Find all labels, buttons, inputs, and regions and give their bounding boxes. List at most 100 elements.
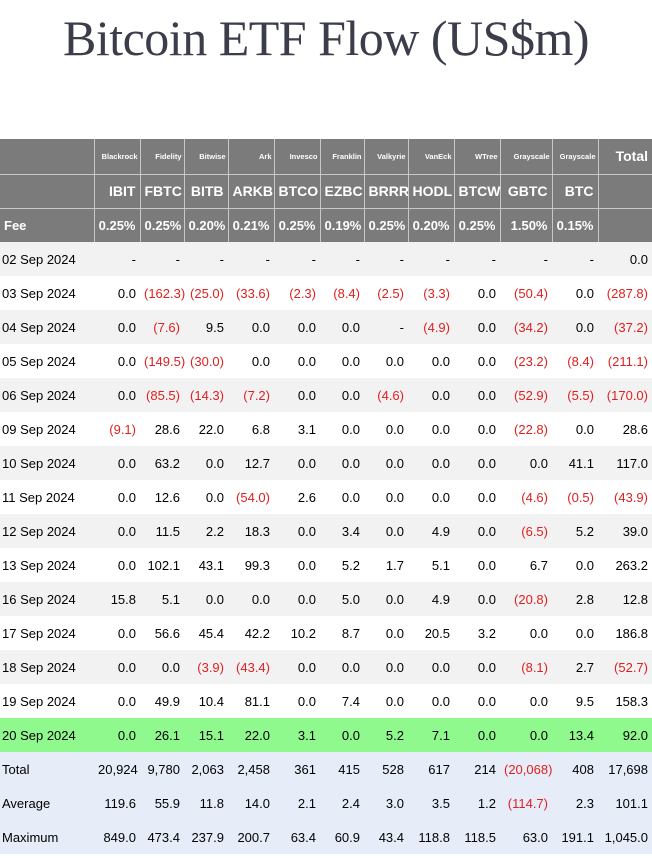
date-cell: 10 Sep 2024 [0, 446, 94, 480]
flow-cell: 0.0 [454, 344, 500, 378]
flow-cell: - [94, 242, 140, 276]
fee-header-row: Fee 0.25% 0.25% 0.20% 0.21% 0.25% 0.19% 0.25% 0.… [0, 207, 652, 242]
flow-cell: - [274, 242, 320, 276]
flow-cell: - [454, 242, 500, 276]
flow-cell: 6.8 [228, 412, 274, 446]
fee-value: 0.25% [454, 207, 501, 242]
flow-cell: 0.0 [364, 650, 408, 684]
flow-cell: (7.6) [140, 310, 184, 344]
flow-cell: 0.0 [408, 412, 454, 446]
fee-value: 0.25% [274, 207, 321, 242]
table-row: 04 Sep 2024 0.0 (7.6) 9.5 0.0 0.0 0.0- (4.9) 0.0… [0, 310, 652, 344]
summary-cell: 101.1 [598, 786, 652, 820]
total-cell: (287.8) [598, 276, 652, 310]
date-cell: 13 Sep 2024 [0, 548, 94, 582]
flow-cell: 2.2 [184, 514, 228, 548]
summary-cell: 11.8 [184, 786, 228, 820]
flow-cell: 26.1 [140, 718, 184, 752]
issuer-header: Grayscale [552, 139, 599, 174]
flow-cell: 0.0 [320, 480, 364, 514]
flow-cell: - [320, 242, 364, 276]
flow-cell: 9.5 [184, 310, 228, 344]
ticker-header: BTC [552, 173, 599, 208]
flow-cell: 0.0 [454, 480, 500, 514]
summary-cell: 2.1 [274, 786, 320, 820]
summary-cell: 63.4 [274, 820, 320, 854]
total-cell: (170.0) [598, 378, 652, 412]
total-cell: 28.6 [598, 412, 652, 446]
summary-cell: 473.4 [140, 820, 184, 854]
flow-cell: (162.3) [140, 276, 185, 310]
flow-cell: (8.4) [320, 276, 364, 310]
date-cell: 02 Sep 2024 [0, 242, 94, 276]
flow-cell: 0.0 [274, 548, 320, 582]
ticker-header: BTCO [274, 173, 321, 208]
issuer-header: Valkyrie [364, 139, 409, 174]
summary-cell: 119.6 [94, 786, 140, 820]
date-cell: 20 Sep 2024 [0, 718, 94, 752]
flow-cell: 0.0 [274, 446, 320, 480]
flow-cell: (2.3) [274, 276, 320, 310]
flow-cell: (6.5) [500, 514, 552, 548]
flow-cell: 13.4 [552, 718, 598, 752]
summary-cell: 1,045.0 [598, 820, 652, 854]
ticker-header: BITB [184, 173, 229, 208]
flow-cell: 0.0 [552, 412, 598, 446]
flow-cell: (14.3) [184, 378, 228, 412]
date-cell: 12 Sep 2024 [0, 514, 94, 548]
flow-cell: 4.9 [408, 582, 454, 616]
table-row: 19 Sep 2024 0.0 49.9 10.4 81.1 0.0 7.4 0.0 0.0 0.… [0, 684, 652, 718]
total-cell: (37.2) [598, 310, 652, 344]
flow-cell: 22.0 [228, 718, 274, 752]
flow-cell: 0.0 [94, 718, 140, 752]
flow-cell: 49.9 [140, 684, 184, 718]
etf-flow-table: Blackrock Fidelity Bitwise Ark Invesco Frankl… [0, 139, 652, 854]
flow-cell: 15.1 [184, 718, 228, 752]
date-cell: 16 Sep 2024 [0, 582, 94, 616]
flow-cell: (43.4) [228, 650, 274, 684]
flow-cell: 0.0 [184, 582, 228, 616]
table-row: 03 Sep 2024 0.0 (162.3) (25.0) (33.6) (2.3) (8… [0, 276, 652, 310]
flow-cell: 0.0 [364, 480, 408, 514]
ticker-header: FBTC [140, 173, 185, 208]
total-cell: 117.0 [598, 446, 652, 480]
summary-label: Maximum [0, 820, 94, 854]
flow-cell: (3.9) [184, 650, 228, 684]
flow-cell: 0.0 [274, 684, 320, 718]
summary-cell: 2,458 [228, 752, 274, 786]
date-cell: 18 Sep 2024 [0, 650, 94, 684]
flow-cell: 0.0 [500, 616, 552, 650]
issuer-header: Bitwise [184, 139, 229, 174]
flow-cell: 0.0 [454, 548, 500, 582]
summary-cell: 528 [364, 752, 408, 786]
flow-cell: (2.5) [364, 276, 408, 310]
date-cell: 09 Sep 2024 [0, 412, 94, 446]
flow-cell: 0.0 [364, 616, 408, 650]
fee-value: 0.21% [228, 207, 275, 242]
flow-cell: 0.0 [364, 344, 408, 378]
summary-row: Total 20,924 9,780 2,063 2,458 361 415 528 617 21… [0, 752, 652, 786]
total-cell: 39.0 [598, 514, 652, 548]
flow-cell: 3.2 [454, 616, 500, 650]
date-cell: 04 Sep 2024 [0, 310, 94, 344]
flow-cell: (4.6) [500, 480, 552, 514]
page-title: Bitcoin ETF Flow (US$m) [62, 10, 590, 66]
fee-value: 0.25% [94, 207, 141, 242]
flow-cell: 102.1 [140, 548, 184, 582]
flow-cell: (5.5) [552, 378, 598, 412]
summary-cell: 361 [274, 752, 320, 786]
issuer-header: Invesco [274, 139, 321, 174]
total-column-header: Total [598, 139, 652, 174]
flow-cell: 0.0 [408, 378, 454, 412]
summary-row: Maximum 849.0 473.4 237.9 200.7 63.4 60.9 43.4 1… [0, 820, 652, 854]
flow-cell: 12.6 [140, 480, 184, 514]
flow-cell: 9.5 [552, 684, 598, 718]
summary-cell: 849.0 [94, 820, 140, 854]
flow-cell: 0.0 [320, 344, 364, 378]
flow-cell: 99.3 [228, 548, 274, 582]
flow-cell: 2.7 [552, 650, 598, 684]
flow-cell: 0.0 [94, 310, 140, 344]
flow-cell: 0.0 [320, 310, 364, 344]
issuer-header: Ark [228, 139, 275, 174]
summary-cell: 118.5 [454, 820, 500, 854]
